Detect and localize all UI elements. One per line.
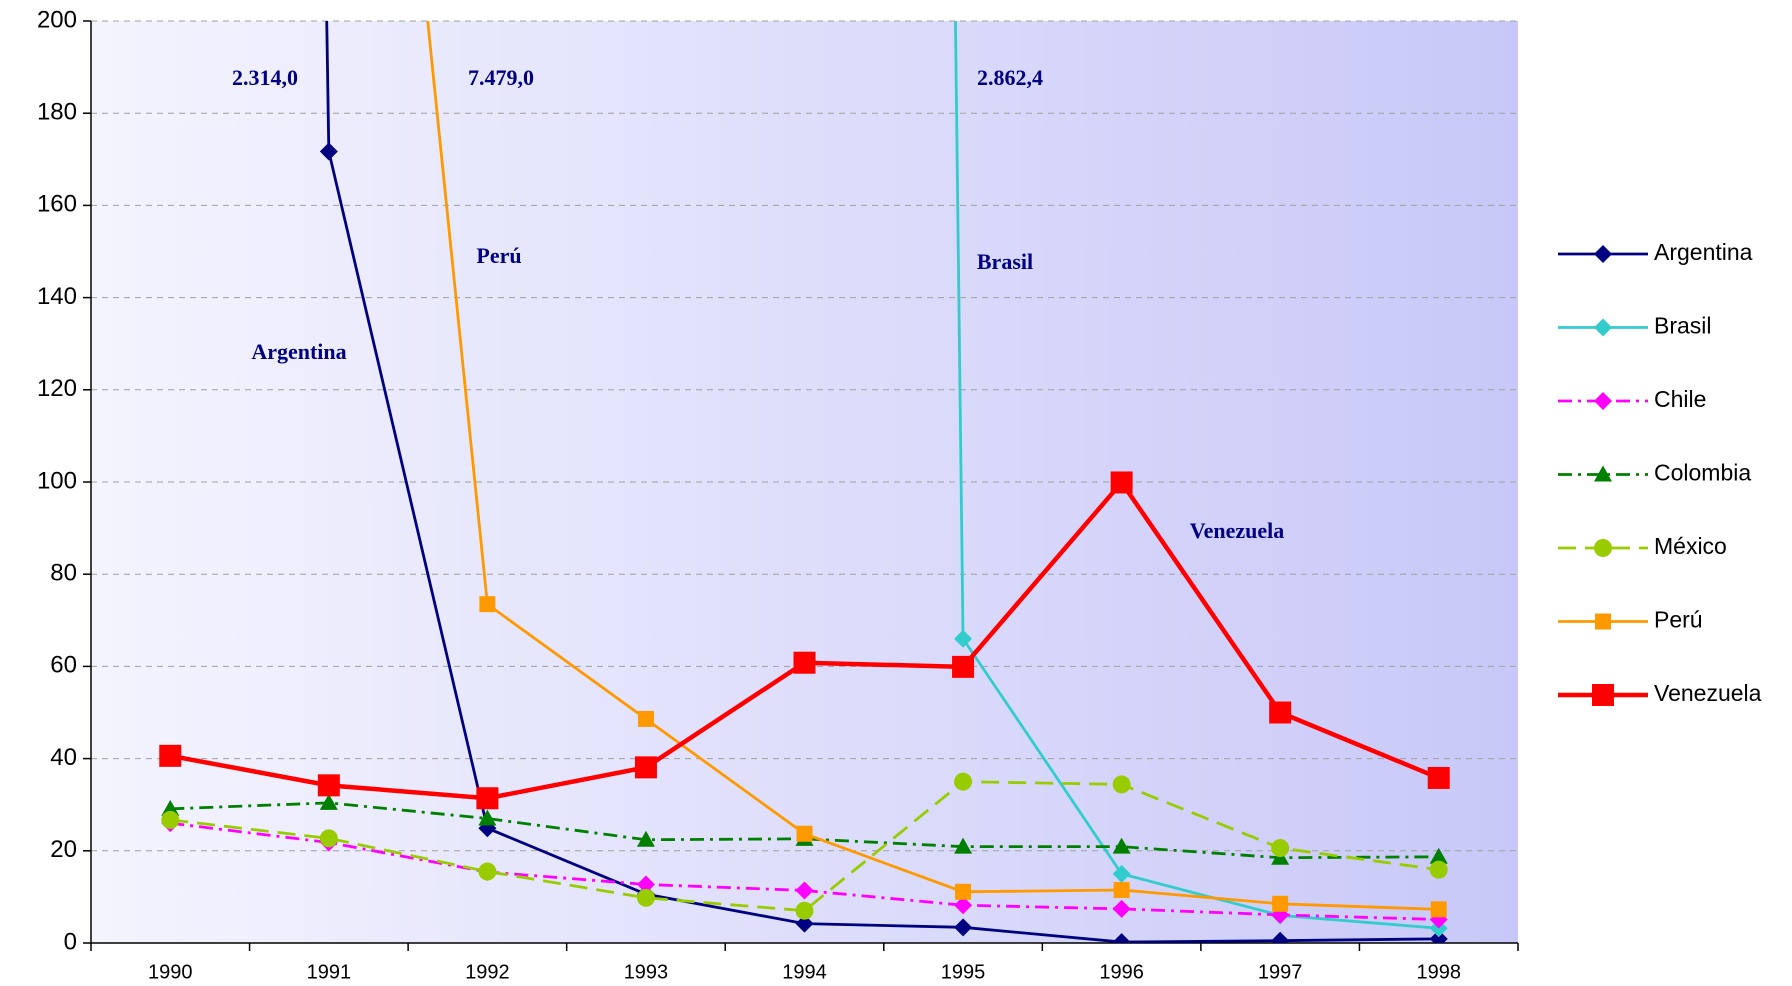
data-point [1112, 933, 1131, 943]
data-point [1112, 775, 1131, 794]
legend-marker [1594, 465, 1612, 482]
legend-entry: Chile [1558, 386, 1706, 412]
legend-label: México [1654, 533, 1727, 559]
legend-marker [1594, 318, 1612, 337]
data-point [1430, 901, 1447, 918]
data-point [1271, 839, 1290, 858]
data-point [954, 772, 973, 791]
data-point [636, 830, 655, 847]
y-tick-label: 60 [50, 652, 77, 679]
data-point [793, 651, 816, 674]
value-label: 2.314,0 [232, 65, 298, 90]
legend-marker [1594, 245, 1612, 263]
x-tick-label: 1997 [1258, 961, 1303, 983]
legend-label: Colombia [1654, 460, 1751, 486]
data-point [1112, 864, 1131, 883]
y-tick-label: 200 [37, 6, 77, 33]
data-point [954, 918, 973, 937]
legend-entry: Perú [1558, 607, 1703, 633]
data-point [795, 901, 814, 920]
data-point [478, 809, 497, 826]
data-point [1429, 860, 1448, 879]
data-point [1429, 847, 1448, 864]
legend-label: Perú [1654, 607, 1703, 633]
data-point [161, 810, 180, 829]
data-point [1271, 931, 1290, 943]
data-point [1427, 766, 1450, 789]
annotation: Brasil [977, 249, 1033, 274]
data-point [955, 883, 972, 900]
data-point [317, 774, 340, 797]
y-tick-label: 120 [37, 375, 77, 402]
legend-marker [1592, 684, 1614, 706]
data-point [636, 875, 655, 894]
data-point [636, 888, 655, 907]
y-tick-label: 180 [37, 99, 77, 126]
data-point [1269, 701, 1292, 724]
x-tick-label: 1994 [782, 961, 827, 983]
legend-marker [1594, 539, 1612, 557]
data-point [161, 799, 180, 816]
annotation: Argentina [251, 339, 346, 364]
data-point [954, 837, 973, 854]
data-point [159, 744, 182, 767]
data-point [634, 756, 657, 779]
legend-entry: México [1558, 533, 1727, 559]
annotation: Perú [476, 243, 521, 268]
x-tick-label: 1998 [1416, 961, 1461, 983]
x-tick-label: 1993 [624, 961, 669, 983]
data-point [319, 829, 338, 848]
data-point [1113, 881, 1130, 898]
data-point [1272, 895, 1289, 912]
y-tick-label: 40 [50, 744, 77, 771]
legend-entry: Brasil [1558, 313, 1712, 339]
legend-entry: Colombia [1558, 460, 1751, 486]
data-point [1112, 899, 1131, 918]
data-point [476, 787, 499, 810]
legend-label: Venezuela [1654, 680, 1762, 706]
y-tick-label: 140 [37, 283, 77, 310]
x-tick-label: 1995 [941, 961, 986, 983]
legend-entry: Argentina [1558, 239, 1753, 265]
y-tick-label: 100 [37, 467, 77, 494]
x-tick-label: 1990 [148, 961, 193, 983]
legend-entry: Venezuela [1558, 680, 1762, 706]
series-line [170, 801, 1439, 860]
data-point [478, 862, 497, 881]
data-point [796, 825, 813, 842]
data-point [1112, 837, 1131, 854]
data-point [637, 710, 654, 727]
data-point [795, 881, 814, 900]
data-point [954, 896, 973, 915]
data-point [952, 655, 975, 678]
legend-marker [1594, 392, 1612, 410]
value-label: 2.862,4 [977, 65, 1043, 90]
data-point [319, 142, 338, 161]
data-point [319, 793, 338, 810]
legend-marker [1595, 613, 1611, 630]
y-tick-label: 80 [50, 560, 77, 587]
series-layer [159, 21, 1450, 943]
value-label: 7.479,0 [468, 65, 534, 90]
data-point [1110, 471, 1133, 494]
legend-label: Chile [1654, 386, 1706, 412]
data-point [479, 596, 496, 613]
legend-label: Argentina [1654, 239, 1753, 265]
annotation: Venezuela [1190, 518, 1285, 543]
x-tick-label: 1991 [307, 961, 352, 983]
data-point [795, 914, 814, 933]
x-tick-label: 1992 [465, 961, 510, 983]
y-tick-label: 20 [50, 836, 77, 863]
series-line [170, 780, 1439, 913]
y-tick-label: 0 [64, 928, 77, 955]
y-tick-label: 160 [37, 191, 77, 218]
data-point [954, 629, 973, 648]
legend-label: Brasil [1654, 313, 1712, 339]
x-tick-label: 1996 [1099, 961, 1144, 983]
